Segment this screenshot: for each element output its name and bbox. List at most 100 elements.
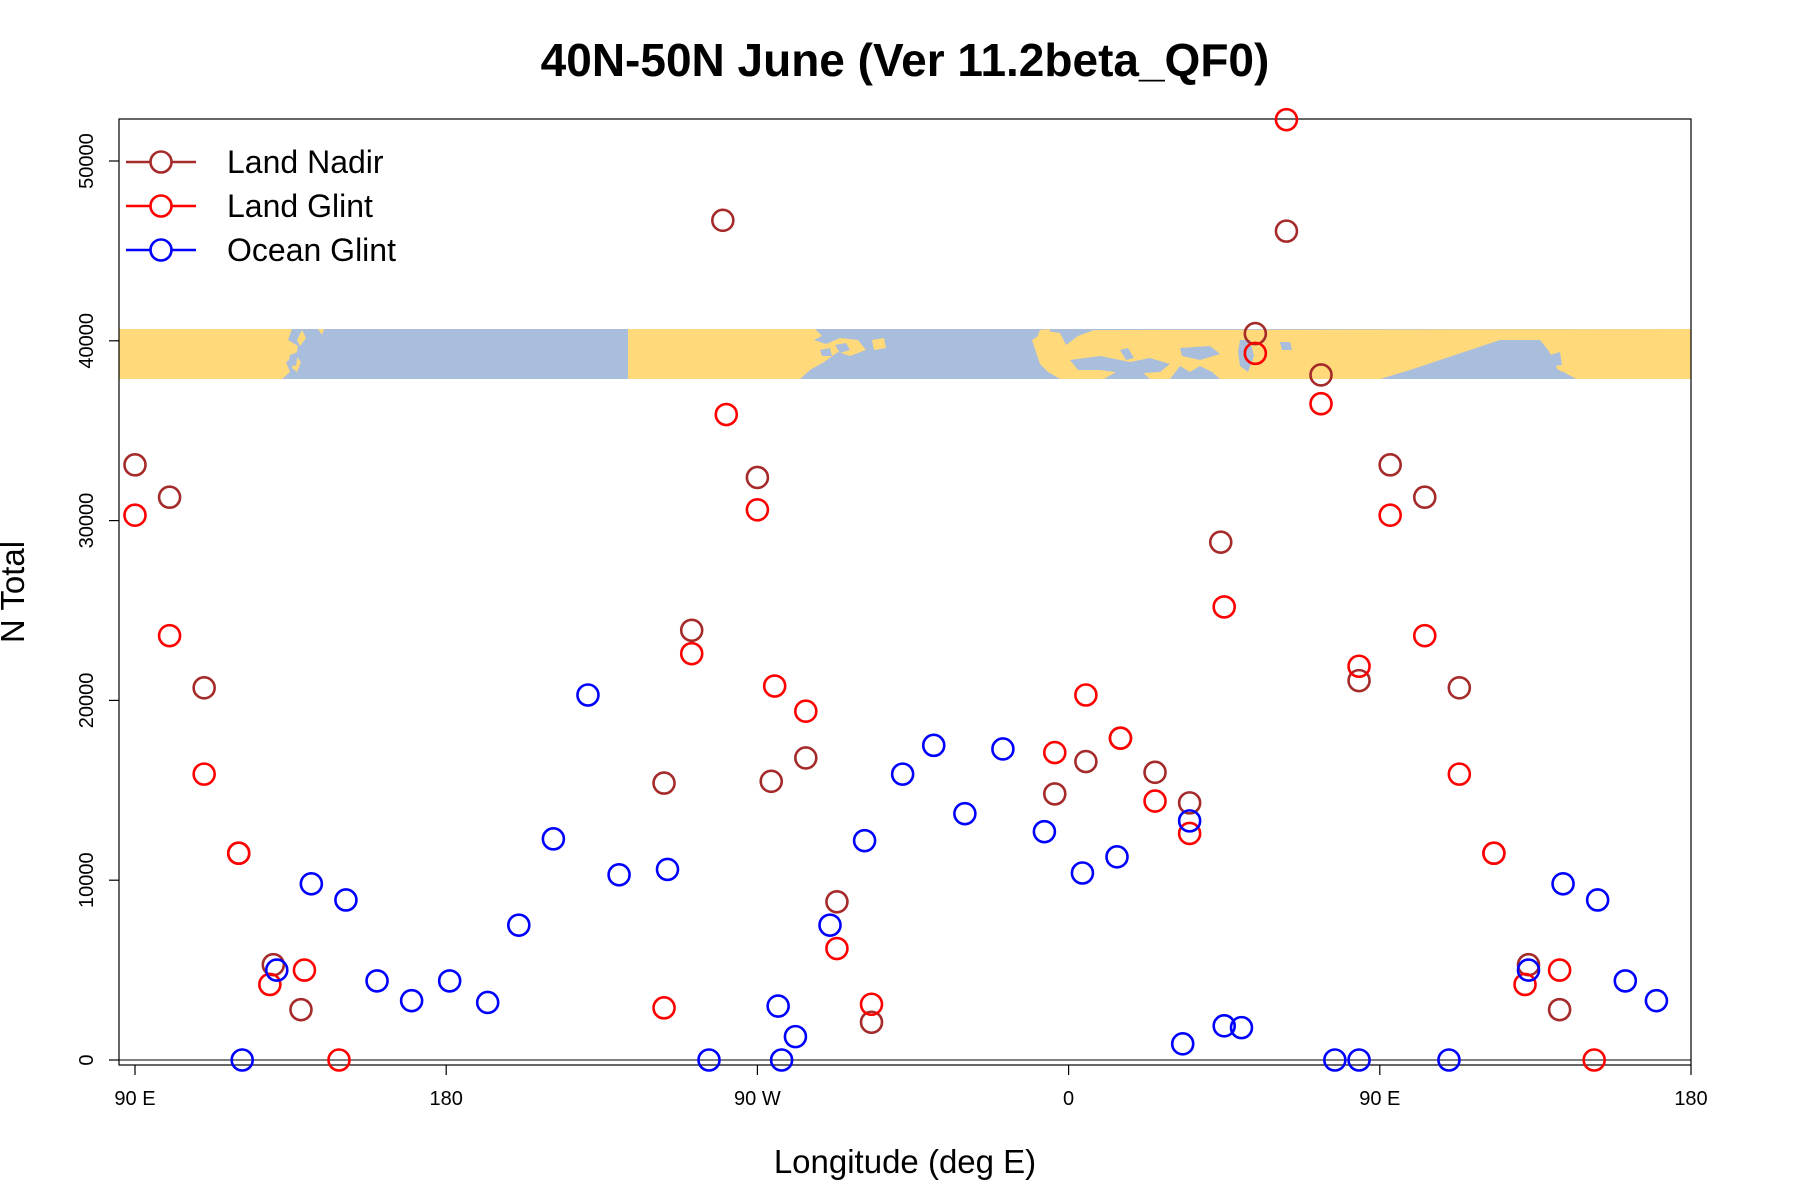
data-point (890, 762, 915, 786)
data-point (652, 996, 676, 1020)
data-point (1437, 1048, 1461, 1072)
data-point (745, 465, 770, 490)
data-point (1482, 841, 1506, 866)
x-tick-label: 180 (1674, 1088, 1707, 1110)
data-point (1177, 821, 1202, 846)
data-point (991, 737, 1015, 761)
data-point (852, 828, 877, 853)
data-point (1143, 760, 1167, 785)
data-point (859, 992, 884, 1017)
data-point (399, 988, 424, 1013)
data-point (1412, 485, 1437, 510)
data-point (1032, 819, 1057, 844)
y-axis: 0 10000 20000 30000 40000 50000 (76, 133, 119, 1066)
data-point (766, 994, 790, 1018)
x-tick-label: 90 W (734, 1088, 781, 1110)
data-point (762, 674, 787, 698)
data-point (437, 969, 462, 993)
data-point (1212, 595, 1236, 619)
data-point (679, 641, 704, 666)
data-point (745, 498, 770, 522)
data-point (714, 402, 739, 427)
data-point (1309, 391, 1333, 416)
data-point (794, 746, 818, 770)
data-point (1585, 888, 1610, 912)
data-point (1447, 762, 1472, 786)
data-point (1309, 363, 1333, 387)
series-ocean-glint (230, 683, 1669, 1072)
data-point (576, 683, 600, 707)
data-point (1613, 969, 1638, 993)
data-points (123, 107, 1669, 1072)
data-point (607, 863, 631, 887)
legend-marker (149, 150, 173, 174)
data-point (1143, 789, 1167, 813)
map-land (119, 329, 1691, 379)
y-tick-label: 40000 (76, 313, 98, 369)
legend-label: Ocean Glint (227, 232, 396, 268)
series-land-glint (123, 107, 1606, 1072)
data-point (652, 771, 676, 795)
data-point (711, 208, 735, 233)
y-tick-label: 50000 (76, 133, 98, 189)
data-point (1042, 782, 1067, 806)
legend-item: Ocean Glint (126, 232, 396, 268)
data-point (1170, 1032, 1195, 1056)
x-axis-label: Longitude (deg E) (774, 1143, 1036, 1180)
data-point (1274, 219, 1299, 243)
legend-marker (149, 238, 173, 262)
data-point (769, 1048, 794, 1072)
data-point (1582, 1048, 1606, 1072)
x-tick-label: 0 (1063, 1088, 1074, 1110)
data-point (1074, 683, 1098, 707)
data-point (655, 857, 680, 882)
data-point (1105, 845, 1129, 869)
data-point (1447, 676, 1472, 700)
data-point (953, 801, 977, 826)
data-point (1378, 503, 1402, 528)
data-point (1347, 668, 1371, 693)
data-point (541, 827, 566, 851)
data-point (264, 958, 289, 982)
x-tick-label: 90 E (114, 1088, 155, 1110)
data-point (794, 699, 818, 723)
data-point (825, 889, 849, 914)
data-point (1177, 791, 1202, 815)
legend-item: Land Nadir (126, 144, 384, 180)
data-point (1347, 654, 1371, 679)
data-point (292, 958, 317, 982)
data-point (230, 1048, 254, 1072)
data-point (1644, 988, 1669, 1013)
y-tick-label: 0 (76, 1054, 98, 1065)
data-point (859, 1010, 884, 1035)
data-point (192, 676, 216, 700)
data-point (1516, 958, 1541, 982)
data-point (1208, 530, 1233, 554)
data-point (759, 769, 784, 794)
data-point (1243, 341, 1268, 366)
data-point (123, 453, 147, 477)
data-point (1551, 871, 1575, 896)
data-point (365, 969, 389, 993)
data-point (1070, 861, 1095, 885)
x-tick-label: 90 E (1359, 1088, 1400, 1110)
legend-marker (149, 194, 173, 218)
data-point (1516, 952, 1541, 977)
data-point (921, 733, 946, 758)
data-point (289, 997, 313, 1022)
data-point (1513, 972, 1537, 997)
data-point (1412, 623, 1437, 648)
data-point (1547, 958, 1572, 982)
data-point (1042, 740, 1067, 765)
data-point (1108, 726, 1133, 750)
data-point (258, 972, 282, 997)
data-point (192, 762, 216, 786)
data-point (783, 1024, 808, 1049)
world-map-strip (119, 329, 1691, 379)
y-tick-label: 10000 (76, 852, 98, 908)
legend-label: Land Nadir (227, 144, 384, 180)
data-point (1274, 107, 1299, 132)
y-tick-label: 30000 (76, 493, 98, 549)
data-point (157, 485, 182, 510)
